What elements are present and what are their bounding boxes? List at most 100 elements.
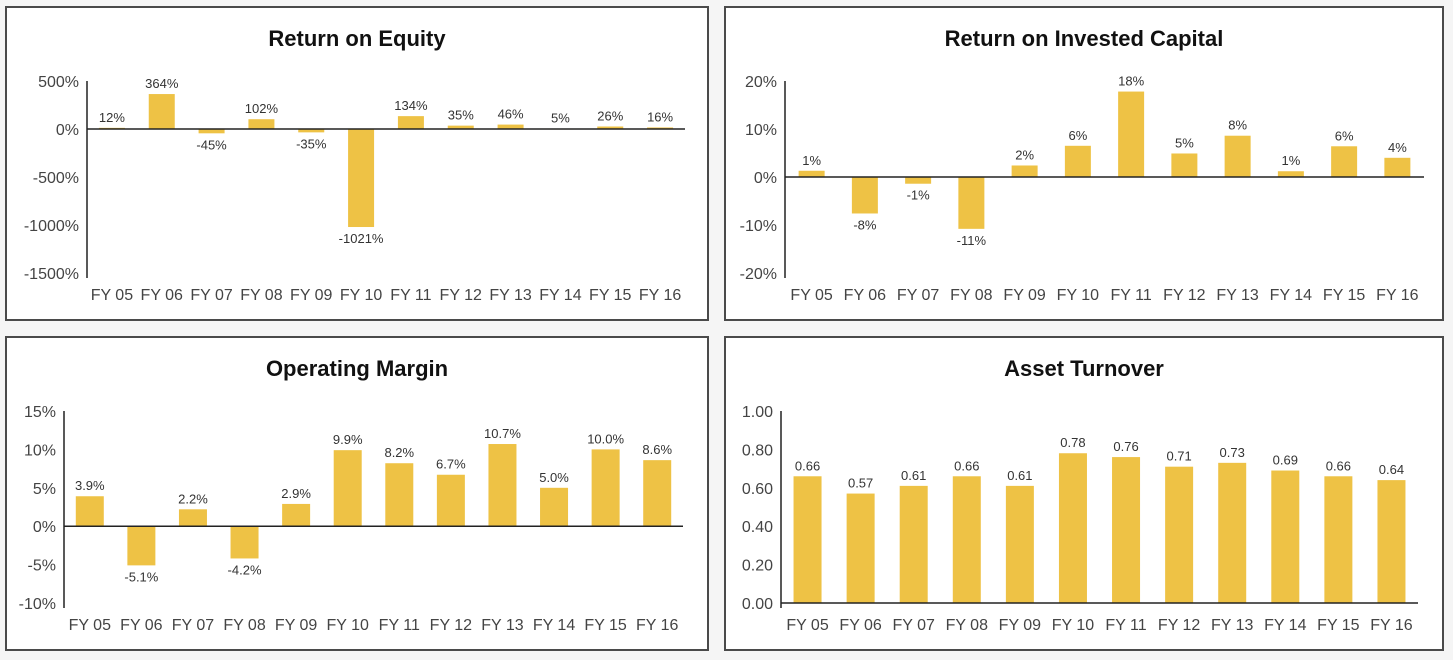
y-tick-label: 0.40 xyxy=(742,519,773,536)
data-label: 0.64 xyxy=(1379,462,1404,477)
bar xyxy=(497,124,524,129)
bar xyxy=(1218,462,1247,603)
y-tick-label: 500% xyxy=(38,74,79,91)
bar xyxy=(198,129,225,134)
bar xyxy=(905,177,932,184)
y-tick-label: 1.00 xyxy=(742,404,773,421)
data-label: 6.7% xyxy=(436,457,466,472)
x-tick-label: FY 08 xyxy=(240,287,283,304)
y-tick-label: 20% xyxy=(745,74,777,91)
chart-roe: Return on Equity 500% 0% -500% -1000% -1500% 1… xyxy=(24,26,685,304)
x-tick-label: FY 12 xyxy=(1158,617,1201,634)
bar xyxy=(1331,146,1358,177)
x-tick-label: FY 09 xyxy=(999,617,1042,634)
y-tick-label: -1000% xyxy=(24,218,79,235)
bar xyxy=(1171,153,1198,177)
data-label: 0.69 xyxy=(1273,453,1298,468)
bar xyxy=(1112,457,1141,603)
data-label: -8% xyxy=(853,217,877,232)
x-tick-label: FY 08 xyxy=(223,617,266,634)
bar xyxy=(1271,470,1300,603)
x-tick-label: FY 07 xyxy=(897,287,940,304)
y-tick-label: -1500% xyxy=(24,266,79,283)
bar xyxy=(385,463,414,527)
data-label: 5.0% xyxy=(539,470,569,485)
chart-title: Operating Margin xyxy=(266,356,448,381)
data-label: 10.0% xyxy=(587,431,624,446)
bar xyxy=(1118,91,1145,177)
data-label: -1021% xyxy=(339,231,384,246)
x-tick-label: FY 07 xyxy=(172,617,215,634)
data-label: 0.61 xyxy=(1007,468,1032,483)
x-tick-label: FY 10 xyxy=(1057,287,1100,304)
bar xyxy=(591,449,620,527)
bar xyxy=(958,177,985,229)
y-tick-label: -10% xyxy=(740,218,777,235)
chart-title: Return on Invested Capital xyxy=(945,26,1224,51)
bar xyxy=(298,129,325,133)
chart-roic: Return on Invested Capital 20% 10% 0% -10% -2… xyxy=(740,26,1424,304)
bar xyxy=(1377,480,1406,603)
y-tick-label: 0.60 xyxy=(742,481,773,498)
data-label: 5% xyxy=(1175,135,1194,150)
data-label: 0.71 xyxy=(1166,449,1191,464)
data-label: -45% xyxy=(196,137,227,152)
x-tick-label: FY 10 xyxy=(327,617,370,634)
data-label: 0.66 xyxy=(795,458,820,473)
x-tick-label: FY 07 xyxy=(893,617,936,634)
data-label: 8.2% xyxy=(384,445,414,460)
bar xyxy=(447,125,474,129)
x-tick-label: FY 06 xyxy=(141,287,184,304)
y-tick-label: 0.80 xyxy=(742,442,773,459)
x-tick-label: FY 15 xyxy=(584,617,627,634)
bar xyxy=(178,509,207,527)
data-label: 102% xyxy=(245,101,279,116)
x-tick-label: FY 12 xyxy=(430,617,473,634)
x-tick-label: FY 08 xyxy=(950,287,993,304)
data-label: 8.6% xyxy=(642,442,672,457)
x-tick-label: FY 12 xyxy=(1163,287,1206,304)
data-label: 10.7% xyxy=(484,426,521,441)
data-label: 134% xyxy=(394,98,428,113)
chart-asset-turnover: Asset Turnover 1.00 0.80 0.60 0.40 0.20 0.00 0.… xyxy=(742,356,1418,634)
y-tick-label: -10% xyxy=(19,596,56,613)
y-tick-label: 0.00 xyxy=(742,596,773,613)
data-label: 0.76 xyxy=(1113,439,1138,454)
chart-panel-roe: Return on Equity 500% 0% -500% -1000% -1500% 1… xyxy=(5,6,709,321)
bar xyxy=(282,503,311,527)
chart-title: Asset Turnover xyxy=(1004,356,1164,381)
data-label: -5.1% xyxy=(124,569,158,584)
bar xyxy=(952,476,981,603)
bar xyxy=(1165,466,1194,603)
y-tick-label: 10% xyxy=(24,442,56,459)
data-label: 18% xyxy=(1118,74,1144,89)
data-label: -11% xyxy=(957,233,987,248)
x-tick-label: FY 09 xyxy=(1003,287,1046,304)
x-tick-label: FY 15 xyxy=(1317,617,1360,634)
data-label: 0.61 xyxy=(901,468,926,483)
x-tick-label: FY 13 xyxy=(1216,287,1259,304)
x-tick-label: FY 11 xyxy=(1105,617,1146,634)
x-tick-label: FY 13 xyxy=(481,617,524,634)
data-label: 0.66 xyxy=(954,458,979,473)
x-tick-label: FY 08 xyxy=(946,617,989,634)
bar xyxy=(397,116,424,129)
bar xyxy=(647,127,674,129)
y-tick-label: 15% xyxy=(24,404,56,421)
bar xyxy=(643,460,672,527)
y-tick-label: -500% xyxy=(33,170,79,187)
x-tick-label: FY 11 xyxy=(1111,287,1152,304)
y-tick-label: -20% xyxy=(740,266,777,283)
x-tick-label: FY 06 xyxy=(120,617,163,634)
bar xyxy=(436,474,465,527)
data-label: 5% xyxy=(551,111,570,126)
x-tick-label: FY 15 xyxy=(1323,287,1366,304)
data-label: -1% xyxy=(907,188,931,203)
data-label: 1% xyxy=(802,153,821,168)
x-tick-label: FY 11 xyxy=(379,617,420,634)
bar xyxy=(851,177,878,214)
data-label: 9.9% xyxy=(333,432,363,447)
data-label: -35% xyxy=(296,136,327,151)
x-tick-label: FY 09 xyxy=(275,617,318,634)
bar xyxy=(540,487,569,527)
